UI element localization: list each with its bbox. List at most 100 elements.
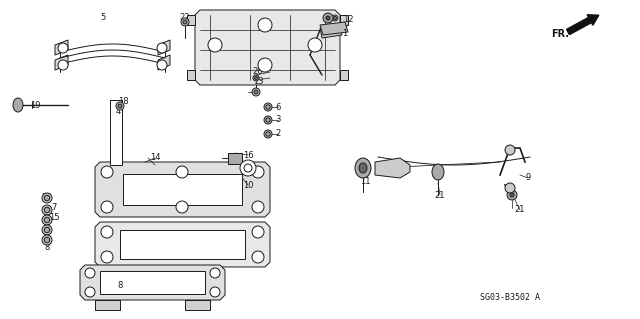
Ellipse shape: [44, 227, 50, 233]
Polygon shape: [187, 70, 195, 80]
Polygon shape: [80, 265, 225, 300]
Ellipse shape: [101, 201, 113, 213]
Polygon shape: [320, 22, 348, 35]
Polygon shape: [55, 55, 68, 70]
Text: 19: 19: [29, 100, 40, 109]
Ellipse shape: [507, 190, 517, 200]
Ellipse shape: [85, 268, 95, 278]
Ellipse shape: [252, 88, 260, 96]
Text: 7: 7: [51, 204, 57, 212]
Ellipse shape: [44, 217, 50, 223]
Ellipse shape: [58, 43, 68, 53]
Ellipse shape: [101, 166, 113, 178]
Text: 11: 11: [360, 176, 371, 186]
Ellipse shape: [252, 166, 264, 178]
Ellipse shape: [254, 90, 258, 94]
Ellipse shape: [118, 104, 122, 108]
Ellipse shape: [323, 13, 333, 23]
Polygon shape: [187, 15, 195, 25]
Text: 14: 14: [150, 153, 160, 162]
Ellipse shape: [252, 226, 264, 238]
Text: 9: 9: [525, 174, 531, 182]
Ellipse shape: [505, 145, 515, 155]
Ellipse shape: [252, 251, 264, 263]
Text: 21: 21: [435, 190, 445, 199]
Ellipse shape: [510, 193, 514, 197]
Text: 20: 20: [253, 68, 263, 77]
Text: 10: 10: [243, 181, 253, 189]
Ellipse shape: [13, 98, 23, 112]
Ellipse shape: [333, 17, 337, 19]
Text: 2: 2: [275, 130, 280, 138]
Text: 16: 16: [243, 151, 253, 160]
Polygon shape: [110, 100, 122, 165]
Ellipse shape: [101, 226, 113, 238]
Ellipse shape: [244, 164, 252, 172]
Ellipse shape: [326, 16, 330, 20]
Polygon shape: [95, 162, 270, 217]
Polygon shape: [195, 10, 340, 85]
Ellipse shape: [42, 193, 52, 203]
Bar: [100, 271, 205, 294]
Ellipse shape: [210, 268, 220, 278]
Ellipse shape: [101, 251, 113, 263]
Ellipse shape: [176, 201, 188, 213]
Polygon shape: [158, 55, 170, 70]
Ellipse shape: [266, 105, 270, 109]
Ellipse shape: [308, 38, 322, 52]
Ellipse shape: [42, 225, 52, 235]
Polygon shape: [95, 222, 270, 267]
Ellipse shape: [355, 158, 371, 178]
Ellipse shape: [332, 15, 338, 21]
Bar: [123, 174, 242, 205]
Polygon shape: [320, 25, 342, 38]
Ellipse shape: [258, 58, 272, 72]
Polygon shape: [185, 300, 210, 310]
Ellipse shape: [176, 166, 188, 178]
FancyArrow shape: [566, 15, 599, 35]
Ellipse shape: [44, 207, 50, 213]
Polygon shape: [340, 15, 348, 25]
Text: 22: 22: [180, 13, 190, 23]
Ellipse shape: [42, 205, 52, 215]
Ellipse shape: [42, 215, 52, 225]
Ellipse shape: [505, 183, 515, 193]
Ellipse shape: [432, 164, 444, 180]
Ellipse shape: [359, 163, 367, 173]
Text: 17: 17: [250, 167, 260, 175]
Ellipse shape: [258, 18, 272, 32]
Text: 1: 1: [342, 28, 348, 38]
Ellipse shape: [157, 43, 167, 53]
Polygon shape: [340, 70, 348, 80]
Text: 4: 4: [115, 107, 120, 115]
Polygon shape: [158, 40, 170, 55]
Text: 8: 8: [44, 243, 50, 253]
Ellipse shape: [264, 116, 272, 124]
Ellipse shape: [85, 287, 95, 297]
Polygon shape: [55, 40, 68, 55]
Bar: [120, 230, 245, 259]
Ellipse shape: [157, 60, 167, 70]
Text: SG03-B3502 A: SG03-B3502 A: [480, 293, 540, 302]
Ellipse shape: [44, 237, 50, 243]
Ellipse shape: [252, 201, 264, 213]
Ellipse shape: [253, 75, 259, 81]
Ellipse shape: [181, 18, 189, 26]
Text: 18: 18: [118, 97, 128, 106]
Ellipse shape: [210, 287, 220, 297]
Ellipse shape: [264, 103, 272, 111]
Text: 5: 5: [100, 13, 106, 23]
Bar: [228, 153, 242, 164]
Ellipse shape: [264, 130, 272, 138]
Text: 8: 8: [117, 281, 123, 291]
Ellipse shape: [266, 132, 270, 136]
Ellipse shape: [255, 77, 257, 79]
Ellipse shape: [58, 60, 68, 70]
Ellipse shape: [44, 195, 50, 201]
Text: 21: 21: [515, 205, 525, 214]
Ellipse shape: [42, 235, 52, 245]
Text: 12: 12: [343, 16, 353, 25]
Polygon shape: [375, 158, 410, 178]
Ellipse shape: [240, 160, 256, 176]
Text: 3: 3: [275, 115, 281, 124]
